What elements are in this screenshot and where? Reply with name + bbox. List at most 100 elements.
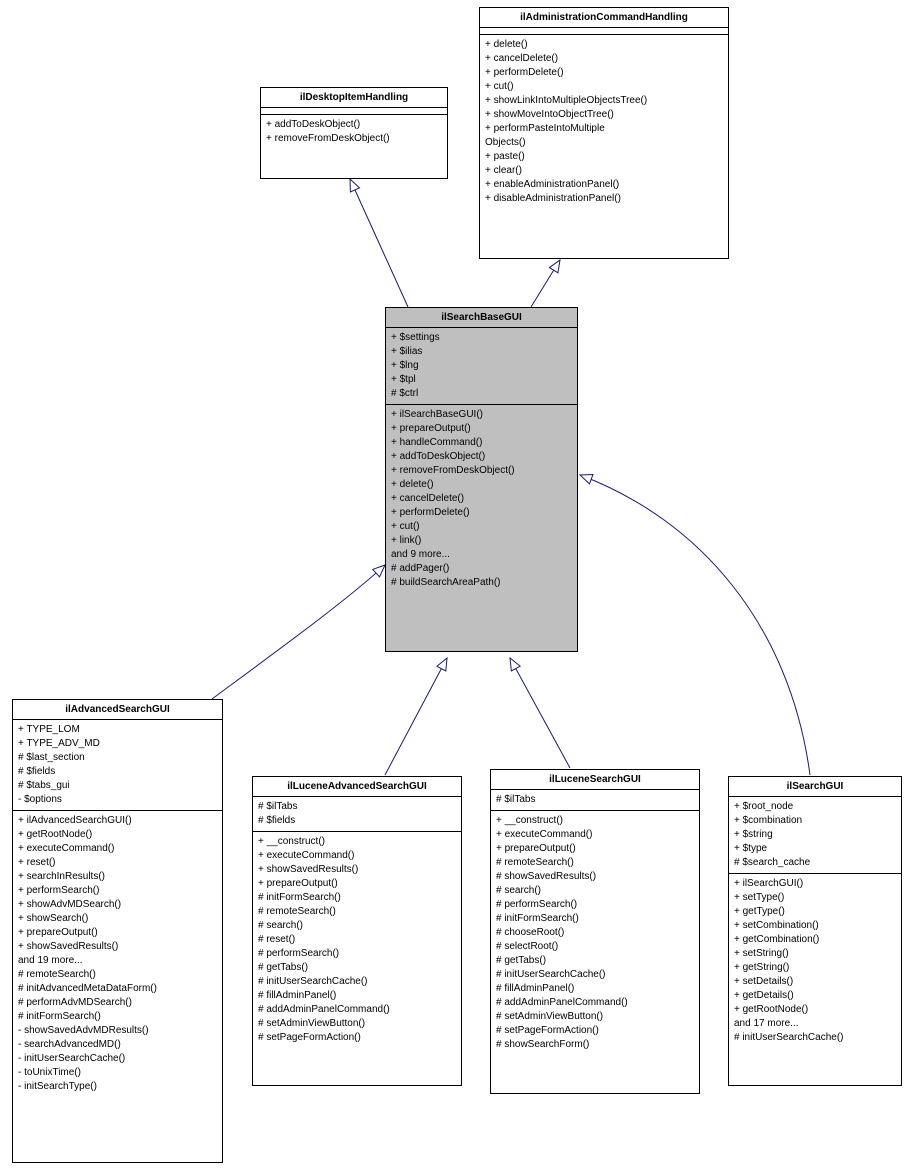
- method: # initUserSearchCache(): [258, 975, 456, 989]
- method: # initFormSearch(): [258, 891, 456, 905]
- method: # initFormSearch(): [496, 912, 694, 926]
- method: + addToDeskObject(): [266, 118, 442, 132]
- methods-section: + delete()+ cancelDelete()+ performDelet…: [480, 35, 728, 209]
- method: + delete(): [391, 478, 572, 492]
- method: + setCombination(): [734, 919, 896, 933]
- method: # initAdvancedMetaDataForm(): [18, 982, 217, 996]
- method: + executeCommand(): [18, 842, 217, 856]
- method: - showSavedAdvMDResults(): [18, 1024, 217, 1038]
- attribute: + $string: [734, 828, 896, 842]
- method: - toUnixTime(): [18, 1066, 217, 1080]
- class-lucene-adv: ilLuceneAdvancedSearchGUI # $ilTabs# $fie…: [252, 776, 462, 1086]
- method: + ilAdvancedSearchGUI(): [18, 814, 217, 828]
- class-desktop: ilDesktopItemHandling + addToDeskObject()…: [260, 87, 448, 179]
- method: + executeCommand(): [258, 849, 456, 863]
- method: # search(): [496, 884, 694, 898]
- attribute: # $ilTabs: [258, 800, 456, 814]
- method: - searchAdvancedMD(): [18, 1038, 217, 1052]
- attr-gap: [261, 108, 447, 115]
- method: + prepareOutput(): [391, 422, 572, 436]
- class-admin: ilAdministrationCommandHandling + delete(…: [479, 7, 729, 259]
- edge-search-base: [580, 475, 810, 775]
- attributes-section: # $ilTabs: [491, 790, 699, 811]
- method: + setString(): [734, 947, 896, 961]
- method: and 9 more...: [391, 548, 572, 562]
- attribute: # $fields: [258, 814, 456, 828]
- method: + getType(): [734, 905, 896, 919]
- method: # performAdvMDSearch(): [18, 996, 217, 1010]
- attribute: + $type: [734, 842, 896, 856]
- edge-base-admin: [531, 260, 560, 307]
- method: # remoteSearch(): [496, 856, 694, 870]
- edge-base-desktop: [350, 179, 408, 307]
- method: + showAdvMDSearch(): [18, 898, 217, 912]
- method: # fillAdminPanel(): [496, 982, 694, 996]
- method: + removeFromDeskObject(): [266, 132, 442, 146]
- method: # search(): [258, 919, 456, 933]
- attribute: # $ilTabs: [496, 793, 694, 807]
- methods-section: + ilAdvancedSearchGUI()+ getRootNode()+ …: [13, 811, 222, 1097]
- attribute: + $combination: [734, 814, 896, 828]
- methods-section: + __construct()+ executeCommand()+ prepa…: [491, 811, 699, 1055]
- method: # getTabs(): [496, 954, 694, 968]
- method: + handleCommand(): [391, 436, 572, 450]
- method: # performSearch(): [258, 947, 456, 961]
- method: + cut(): [391, 520, 572, 534]
- method: # fillAdminPanel(): [258, 989, 456, 1003]
- attributes-section: + $settings+ $ilias+ $lng+ $tpl# $ctrl: [386, 328, 577, 405]
- method: + showSearch(): [18, 912, 217, 926]
- method: + getRootNode(): [734, 1003, 896, 1017]
- method: + getRootNode(): [18, 828, 217, 842]
- class-title: ilAdvancedSearchGUI: [13, 700, 222, 720]
- class-base: ilSearchBaseGUI+ $settings+ $ilias+ $lng…: [385, 307, 578, 652]
- attribute: + $tpl: [391, 373, 572, 387]
- method: # remoteSearch(): [18, 968, 217, 982]
- method: + showLinkIntoMultipleObjectsTree(): [485, 94, 723, 108]
- methods-section: + ilSearchGUI()+ setType()+ getType()+ s…: [729, 874, 901, 1048]
- attribute: # $search_cache: [734, 856, 896, 870]
- method: # initUserSearchCache(): [734, 1031, 896, 1045]
- method: + ilSearchGUI(): [734, 877, 896, 891]
- method: + setType(): [734, 891, 896, 905]
- method: + prepareOutput(): [496, 842, 694, 856]
- method: # showSearchForm(): [496, 1038, 694, 1052]
- method: + prepareOutput(): [258, 877, 456, 891]
- method: # chooseRoot(): [496, 926, 694, 940]
- method: + getCombination(): [734, 933, 896, 947]
- method: + setDetails(): [734, 975, 896, 989]
- class-title: ilAdministrationCommandHandling: [480, 8, 728, 28]
- class-advanced: ilAdvancedSearchGUI + TYPE_LOM+ TYPE_ADV_…: [12, 699, 223, 1163]
- attribute: + TYPE_LOM: [18, 723, 217, 737]
- method: + getString(): [734, 961, 896, 975]
- methods-section: + __construct()+ executeCommand()+ showS…: [253, 832, 461, 1048]
- class-title: ilLuceneAdvancedSearchGUI: [253, 777, 461, 797]
- method: # selectRoot(): [496, 940, 694, 954]
- method: + removeFromDeskObject(): [391, 464, 572, 478]
- method: - initUserSearchCache(): [18, 1052, 217, 1066]
- method: + paste(): [485, 150, 723, 164]
- method: # addAdminPanelCommand(): [496, 996, 694, 1010]
- class-title: ilSearchGUI: [729, 777, 901, 797]
- method: # reset(): [258, 933, 456, 947]
- attribute: + $ilias: [391, 345, 572, 359]
- method: # remoteSearch(): [258, 905, 456, 919]
- class-title: ilDesktopItemHandling: [261, 88, 447, 108]
- method: # addPager(): [391, 562, 572, 576]
- method: # buildSearchAreaPath(): [391, 576, 572, 590]
- method: # initUserSearchCache(): [496, 968, 694, 982]
- method: # addAdminPanelCommand(): [258, 1003, 456, 1017]
- method: # getTabs(): [258, 961, 456, 975]
- method: # setPageFormAction(): [496, 1024, 694, 1038]
- attribute: + TYPE_ADV_MD: [18, 737, 217, 751]
- method: + performPasteIntoMultiple: [485, 122, 723, 136]
- method: + __construct(): [496, 814, 694, 828]
- method: + getDetails(): [734, 989, 896, 1003]
- attribute: + $lng: [391, 359, 572, 373]
- method: + executeCommand(): [496, 828, 694, 842]
- attribute: + $root_node: [734, 800, 896, 814]
- method: # setPageFormAction(): [258, 1031, 456, 1045]
- edge-advanced-base: [212, 565, 385, 699]
- attribute: # $ctrl: [391, 387, 572, 401]
- method: + performDelete(): [485, 66, 723, 80]
- method: + reset(): [18, 856, 217, 870]
